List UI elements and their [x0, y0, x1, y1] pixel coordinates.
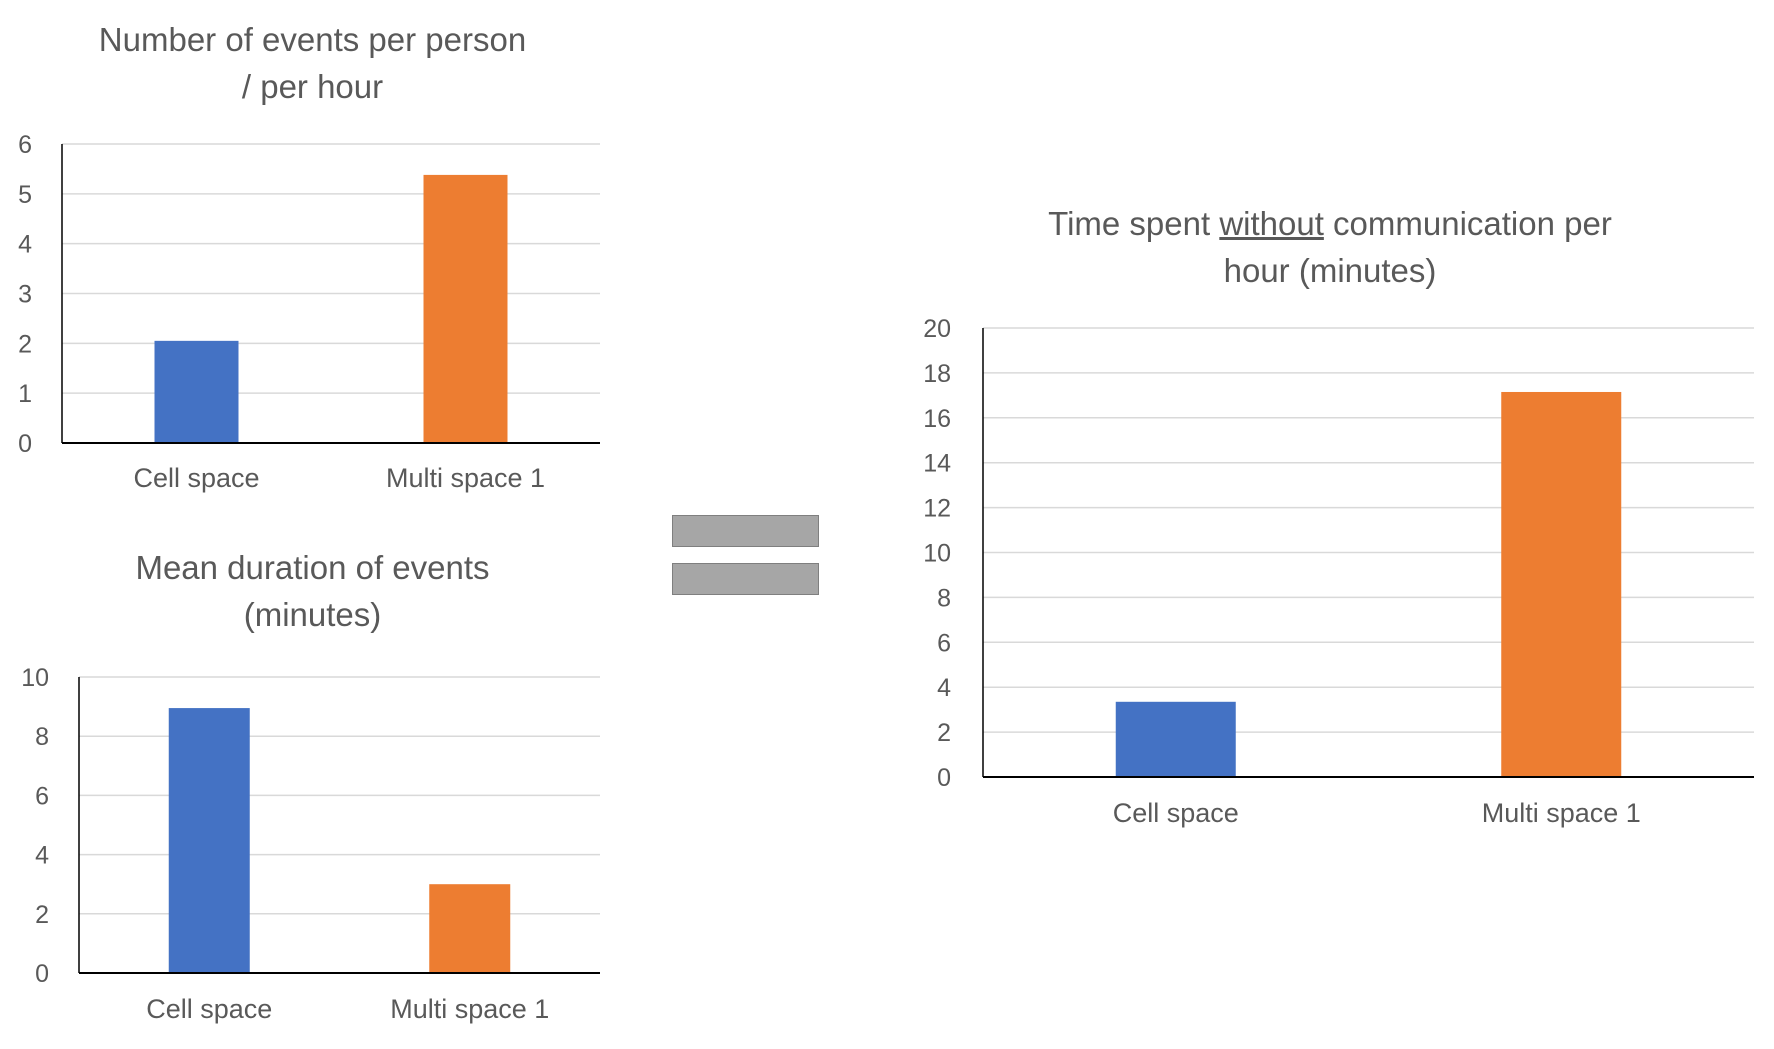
x-category-label: Cell space	[1113, 798, 1239, 828]
chart-plot: 0 1 2 3 4 5 6 Cell space Multi space 1	[18, 131, 600, 493]
chart-title-line-1: Mean duration of events	[135, 549, 490, 586]
title-part-1: Time spent	[1048, 205, 1220, 242]
bar-0	[168, 708, 250, 973]
x-category-label: Cell space	[146, 994, 272, 1024]
y-tick-label: 2	[937, 719, 951, 747]
chart-events-per-person: Number of events per person / per hour 0…	[0, 0, 600, 520]
y-tick-label: 16	[923, 405, 951, 433]
y-tick-label: 12	[923, 495, 951, 523]
title-part-underlined: without	[1219, 205, 1324, 242]
y-tick-label: 6	[937, 629, 951, 657]
chart-time-without-communication: Time spent without communication per hou…	[900, 0, 1774, 900]
y-tick-label: 6	[35, 782, 49, 810]
y-tick-label: 3	[18, 281, 32, 309]
x-category-label: Cell space	[133, 463, 259, 493]
y-tick-label: 14	[923, 450, 951, 478]
y-tick-label: 20	[923, 315, 951, 343]
chart-title-line-2: hour (minutes)	[1223, 252, 1437, 289]
equals-sign-top-bar	[672, 515, 819, 547]
y-tick-label: 4	[35, 842, 49, 870]
bar-1	[1501, 391, 1622, 777]
bar-1	[429, 884, 511, 973]
y-tick-label: 6	[18, 131, 32, 159]
bar-1	[423, 174, 508, 443]
x-category-label: Multi space 1	[386, 463, 545, 493]
y-tick-label: 0	[937, 764, 951, 792]
y-tick-label: 18	[923, 360, 951, 388]
y-tick-label: 2	[35, 901, 49, 929]
chart-title-line-1: Time spent without communication per	[980, 200, 1680, 247]
equals-sign-bottom-bar	[672, 563, 819, 595]
y-tick-label: 2	[18, 330, 32, 358]
chart-plot: 0 2 4 6 8 10 Cell space Multi space 1	[21, 664, 600, 1024]
y-tick-label: 5	[18, 181, 32, 209]
chart-title-line-2: (minutes)	[243, 596, 382, 633]
y-tick-label: 4	[937, 674, 951, 702]
chart-mean-duration: Mean duration of events (minutes) 0 2 4 6 8 1…	[0, 530, 600, 1049]
y-tick-label: 0	[18, 430, 32, 458]
chart-title-line-2: / per hour	[241, 68, 384, 105]
chart-title-line-1: Number of events per person	[98, 21, 527, 58]
chart-plot: 0 2 4 6 8 10 12 14 16 18 20 Cell space Multi space 1	[923, 315, 1754, 828]
chart-title: Number of events per person / per hour	[40, 16, 585, 110]
x-category-label: Multi space 1	[1482, 798, 1641, 828]
y-tick-label: 10	[923, 540, 951, 568]
y-tick-label: 8	[937, 584, 951, 612]
y-tick-label: 0	[35, 960, 49, 988]
bar-0	[154, 340, 239, 443]
chart-title: Mean duration of events (minutes)	[40, 544, 585, 638]
chart-title: Time spent without communication per hou…	[980, 200, 1680, 294]
bar-0	[1115, 701, 1236, 777]
x-category-label: Multi space 1	[390, 994, 549, 1024]
title-part-3: communication per	[1323, 205, 1612, 242]
y-tick-label: 1	[18, 380, 32, 408]
y-tick-label: 8	[35, 723, 49, 751]
y-tick-label: 4	[18, 231, 32, 259]
y-tick-label: 10	[21, 664, 49, 692]
